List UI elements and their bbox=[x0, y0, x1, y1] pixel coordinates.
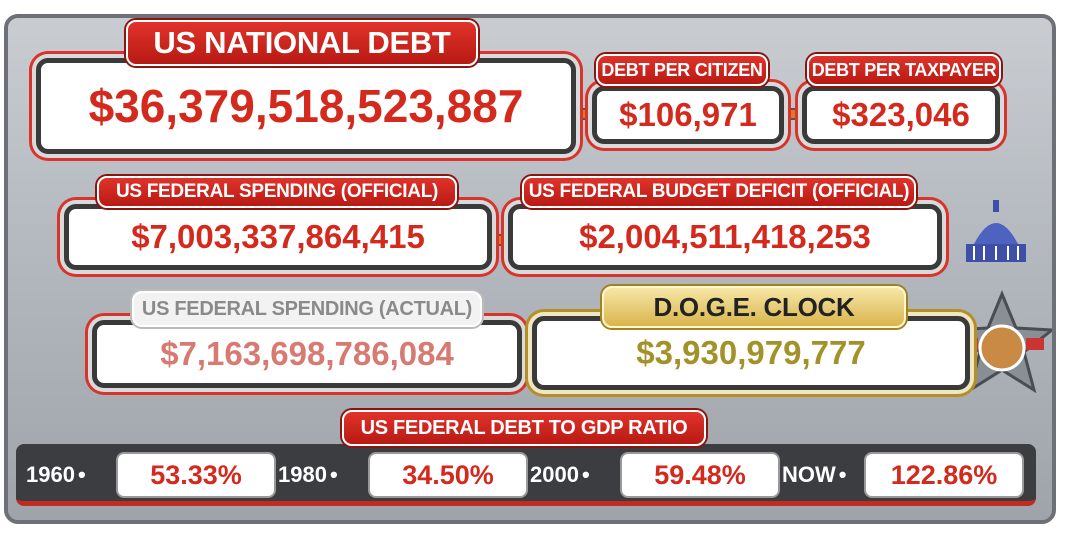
panel-value: $2,004,511,418,253 bbox=[508, 204, 942, 270]
panel-value: $106,971 bbox=[592, 86, 784, 144]
panel-label: D.O.G.E. CLOCK bbox=[602, 286, 906, 328]
gdp-value: 122.86% bbox=[864, 452, 1024, 498]
panel-label: US NATIONAL DEBT bbox=[126, 20, 478, 66]
panel-label: US FEDERAL BUDGET DEFICIT (OFFICIAL) bbox=[522, 176, 916, 208]
debt-clock-board: US NATIONAL DEBT $36,379,518,523,887 DEBT … bbox=[4, 14, 1056, 524]
gdp-value: 59.48% bbox=[620, 452, 780, 498]
connector bbox=[783, 108, 803, 120]
panel-label: US FEDERAL SPENDING (OFFICIAL) bbox=[97, 176, 457, 208]
panel-label: US FEDERAL SPENDING (ACTUAL) bbox=[132, 291, 482, 327]
panel-value: $36,379,518,523,887 bbox=[36, 58, 576, 154]
gdp-year: 1960 bbox=[26, 462, 86, 488]
panel-value: $323,046 bbox=[802, 86, 1000, 144]
capitol-icon bbox=[966, 200, 1026, 262]
panel-label: DEBT PER CITIZEN bbox=[596, 54, 768, 86]
gdp-year: 2000 bbox=[530, 462, 590, 488]
doge-badge bbox=[947, 290, 1052, 394]
gdp-value: 34.50% bbox=[368, 452, 528, 498]
gdp-year: 1980 bbox=[278, 462, 338, 488]
gdp-ratio-title: US FEDERAL DEBT TO GDP RATIO bbox=[342, 410, 706, 446]
gdp-value: 53.33% bbox=[116, 452, 276, 498]
panel-label: DEBT PER TAXPAYER bbox=[807, 54, 1001, 86]
panel-value: $7,163,698,786,084 bbox=[92, 320, 522, 388]
gdp-year: NOW bbox=[782, 462, 846, 488]
panel-value: $7,003,337,864,415 bbox=[64, 204, 492, 270]
